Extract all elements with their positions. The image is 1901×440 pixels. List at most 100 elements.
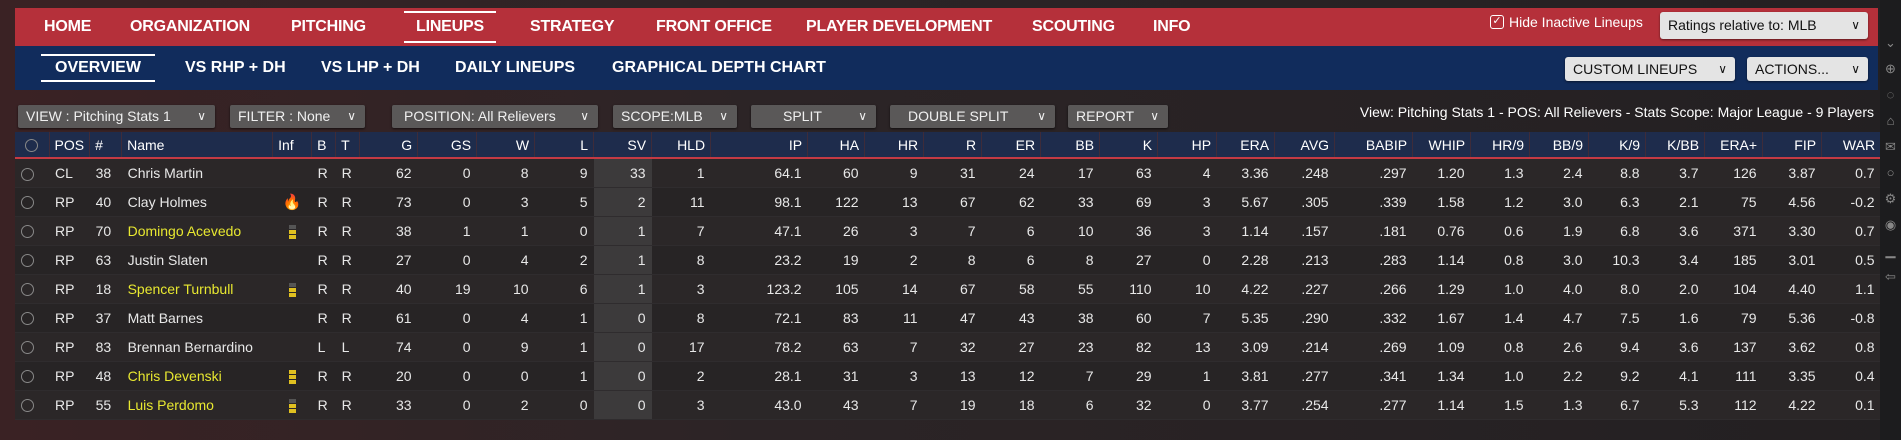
hide-inactive-checkbox[interactable]: ✓ Hide Inactive Lineups (1490, 14, 1643, 30)
column-header-l[interactable]: L (534, 132, 595, 159)
nav-scouting[interactable]: SCOUTING (1032, 18, 1115, 35)
column-header-w[interactable]: W (476, 132, 536, 159)
column-header-k-bb[interactable]: K/BB (1645, 132, 1706, 159)
column-header-whip[interactable]: WHIP (1412, 132, 1472, 159)
row-select-cell[interactable] (15, 303, 49, 333)
select-all-radio[interactable] (15, 132, 50, 159)
column-header-hld[interactable]: HLD (651, 132, 712, 159)
nav-home[interactable]: HOME (44, 18, 92, 35)
cell-name[interactable]: Chris Devenski (121, 361, 273, 391)
row-select-cell[interactable] (15, 390, 49, 420)
column-header-inf[interactable]: Inf (272, 132, 313, 159)
tab-daily-lineups[interactable]: DAILY LINEUPS (455, 59, 576, 76)
position-dropdown[interactable]: POSITION: All Relievers ∨ (392, 105, 598, 128)
radio-icon[interactable] (21, 167, 34, 181)
cell-name[interactable]: Clay Holmes (121, 187, 273, 217)
radio-icon[interactable] (21, 399, 34, 413)
radio-icon[interactable] (21, 196, 34, 210)
tab-graphical-depth-chart[interactable]: GRAPHICAL DEPTH CHART (612, 59, 826, 76)
row-select-cell[interactable] (15, 332, 49, 362)
radio-icon[interactable] (21, 254, 34, 268)
cell-name[interactable]: Brennan Bernardino (121, 332, 273, 362)
table-row[interactable]: RP 18 Spencer Turnbull R R 40 19 10 6 1 3 123.2 105 1… (15, 274, 1881, 304)
cell-name[interactable]: Matt Barnes (121, 303, 273, 333)
table-row[interactable]: CL 38 Chris Martin R R 62 0 8 9 33 1 64.1 60 9 31 24 17 6… (15, 158, 1881, 188)
checkbox-checked-icon[interactable]: ✓ (1490, 15, 1504, 29)
row-select-cell[interactable] (15, 187, 49, 217)
eye-icon[interactable]: ◉ (1884, 217, 1897, 232)
lightbulb-icon[interactable]: ◌ (1886, 87, 1895, 102)
radio-icon[interactable] (21, 341, 34, 355)
mail-icon[interactable]: ✉ (1885, 139, 1896, 154)
search-icon[interactable]: ○ (1886, 165, 1895, 180)
table-row[interactable]: RP 83 Brennan Bernardino L L 74 0 9 1 0 17 78.2 63 7 3… (15, 332, 1881, 362)
radio-icon[interactable] (21, 225, 34, 239)
column-header-k-9[interactable]: K/9 (1588, 132, 1647, 159)
radio-icon[interactable] (21, 312, 34, 326)
table-row[interactable]: RP 40 Clay Holmes 🔥 R R 73 0 3 5 2 11 98.1 122 13 67 62 3… (15, 187, 1881, 217)
column-header-war[interactable]: WAR (1821, 132, 1882, 159)
nav-info[interactable]: INFO (1153, 18, 1191, 35)
column-header-name[interactable]: Name (121, 132, 274, 159)
nav-strategy[interactable]: STRATEGY (530, 18, 615, 35)
column-header-g[interactable]: G (359, 132, 419, 159)
cell-name[interactable]: Domingo Acevedo (121, 216, 273, 246)
column-header-era[interactable]: ERA (1216, 132, 1276, 159)
cell-name[interactable]: Chris Martin (121, 158, 273, 188)
column-header-gs[interactable]: GS (417, 132, 478, 159)
nav-lineups[interactable]: LINEUPS (404, 8, 496, 46)
column-header-era-[interactable]: ERA+ (1704, 132, 1764, 159)
nav-player-development[interactable]: PLAYER DEVELOPMENT (806, 18, 993, 35)
view-dropdown[interactable]: VIEW : Pitching Stats 1 ∨ (18, 105, 215, 128)
column-header-hr-9[interactable]: HR/9 (1470, 132, 1531, 159)
custom-lineups-button[interactable]: CUSTOM LINEUPS ∨ (1565, 57, 1735, 81)
tab-vs-rhp[interactable]: VS RHP + DH (185, 59, 286, 76)
table-row[interactable]: RP 70 Domingo Acevedo R R 38 1 1 0 1 7 47.1 26 3 7 6 10 3… (15, 216, 1881, 246)
tab-vs-lhp[interactable]: VS LHP + DH (321, 59, 420, 76)
table-row[interactable]: RP 63 Justin Slaten R R 27 0 4 2 1 8 23.2 19 2 8 6 8 27 0 2… (15, 245, 1881, 275)
column-header-fip[interactable]: FIP (1762, 132, 1823, 159)
row-select-cell[interactable] (15, 158, 49, 188)
nav-front-office[interactable]: FRONT OFFICE (656, 18, 772, 35)
scope-dropdown[interactable]: SCOPE:MLB ∨ (613, 105, 737, 128)
radio-icon[interactable] (21, 283, 34, 297)
chart-icon[interactable]: ▁ (1885, 243, 1896, 258)
report-dropdown[interactable]: REPORT ∨ (1068, 105, 1168, 128)
nav-pitching[interactable]: PITCHING (291, 18, 366, 35)
back-icon[interactable]: ⇦ (1885, 269, 1896, 284)
actions-button[interactable]: ACTIONS... ∨ (1747, 57, 1868, 81)
row-select-cell[interactable] (15, 216, 49, 246)
globe-icon[interactable]: ⊕ (1885, 61, 1896, 76)
cell-name[interactable]: Spencer Turnbull (121, 274, 273, 304)
gear-icon[interactable]: ⚙ (1884, 191, 1897, 206)
cell-name[interactable]: Justin Slaten (121, 245, 273, 275)
radio-icon[interactable] (21, 370, 34, 384)
column-header-bb-9[interactable]: BB/9 (1529, 132, 1590, 159)
cell-name[interactable]: Luis Perdomo (121, 390, 273, 420)
table-row[interactable]: RP 55 Luis Perdomo R R 33 0 2 0 0 3 43.0 43 7 19 18 6 32 0… (15, 390, 1881, 420)
filter-dropdown[interactable]: FILTER : None ∨ (230, 105, 365, 128)
column-header-b[interactable]: B (311, 132, 337, 159)
double-split-dropdown[interactable]: DOUBLE SPLIT ∨ (890, 105, 1055, 128)
column-header-sv[interactable]: SV (593, 132, 653, 159)
column-header-avg[interactable]: AVG (1274, 132, 1336, 159)
column-header-hp[interactable]: HP (1157, 132, 1218, 159)
column-header-babip[interactable]: BABIP (1334, 132, 1414, 159)
column-header-er[interactable]: ER (981, 132, 1042, 159)
tab-overview[interactable]: OVERVIEW (41, 46, 155, 90)
column-header-bb[interactable]: BB (1040, 132, 1101, 159)
column-header-ha[interactable]: HA (807, 132, 866, 159)
home-icon[interactable]: ⌂ (1886, 113, 1895, 128)
row-select-cell[interactable] (15, 274, 49, 304)
split-dropdown[interactable]: SPLIT ∨ (751, 105, 876, 128)
column-header-ip[interactable]: IP (710, 132, 809, 159)
column-header--[interactable]: # (89, 132, 123, 159)
ratings-relative-dropdown[interactable]: Ratings relative to: MLB ∨ (1660, 12, 1868, 39)
table-row[interactable]: RP 48 Chris Devenski R R 20 0 0 1 0 2 28.1 31 3 13 12 7 2… (15, 361, 1881, 391)
column-header-pos[interactable]: POS (49, 132, 91, 159)
chevron-down-icon[interactable]: ⌄ (1885, 35, 1896, 50)
column-header-k[interactable]: K (1099, 132, 1159, 159)
table-row[interactable]: RP 37 Matt Barnes R R 61 0 4 1 0 8 72.1 83 11 47 43 38 60… (15, 303, 1881, 333)
column-header-hr[interactable]: HR (864, 132, 925, 159)
radio-icon[interactable] (25, 139, 39, 153)
